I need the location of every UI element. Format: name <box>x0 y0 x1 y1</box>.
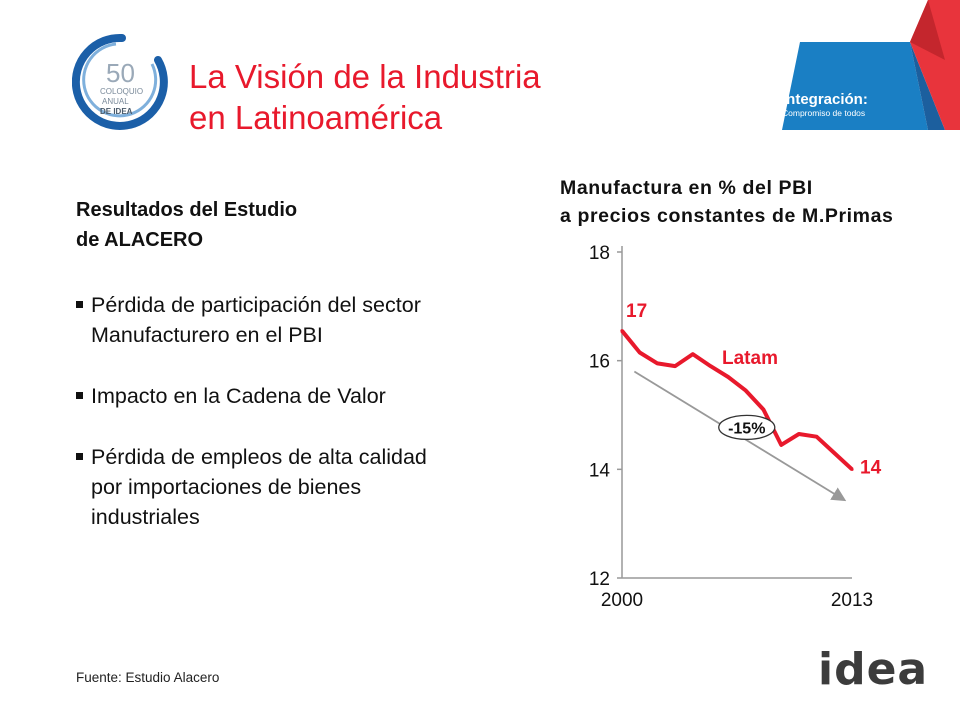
chart-title-line-1: Manufactura en % del PBI <box>560 177 813 199</box>
line-chart: 12 14 16 18 2000 2013 -15% Latam 17 14 <box>589 243 882 611</box>
chart-title-line-2: a precios constantes de M.Primas <box>560 205 894 227</box>
y-tick-label: 18 <box>589 243 610 264</box>
integracion-title: Integración: <box>782 91 868 108</box>
section-subheading: Resultados del Estudio de ALACERO <box>76 195 297 255</box>
bullet-item: Impacto en la Cadena de Valor <box>76 381 546 411</box>
coloquio-50-logo: 50 COLOQUIO ANUAL DE IDEA <box>72 33 168 130</box>
bullet-line: industriales <box>91 505 200 529</box>
series-line-latam <box>620 329 854 471</box>
integracion-badge: Integración: Compromiso de todos <box>782 0 960 130</box>
logo-line-1: COLOQUIO <box>100 87 143 96</box>
page-title-line-2: en Latinoamérica <box>189 99 443 136</box>
bullet-line: Pérdida de empleos de alta calidad <box>91 445 427 469</box>
page-title: La Visión de la Industria en Latinoaméri… <box>189 56 541 138</box>
end-value-label: 14 <box>860 457 882 478</box>
y-tick-label: 12 <box>589 569 610 590</box>
subheading-line-1: Resultados del Estudio <box>76 199 298 221</box>
page-title-line-1: La Visión de la Industria <box>189 58 541 95</box>
bullet-list: Pérdida de participación del sector Manu… <box>76 290 546 563</box>
data-point <box>691 352 695 356</box>
x-tick-label: 2000 <box>601 590 643 611</box>
bullet-line: Pérdida de participación del sector <box>91 293 421 317</box>
bullet-item: Pérdida de participación del sector Manu… <box>76 290 546 350</box>
data-point <box>673 364 677 368</box>
data-point <box>815 435 819 439</box>
chart-title: Manufactura en % del PBI a precios const… <box>560 174 894 230</box>
bullet-line: Impacto en la Cadena de Valor <box>91 384 386 408</box>
data-point <box>797 432 801 436</box>
integracion-subtitle: Compromiso de todos <box>782 108 865 118</box>
x-tick-label: 2013 <box>831 590 873 611</box>
trend-label: -15% <box>728 420 765 437</box>
subheading-line-2: de ALACERO <box>76 229 204 251</box>
start-value-label: 17 <box>626 301 647 322</box>
data-point <box>655 361 659 365</box>
logo-line-3: DE IDEA <box>100 107 133 116</box>
data-point <box>761 407 766 412</box>
bullet-line: Manufacturero en el PBI <box>91 323 323 347</box>
data-point <box>708 364 713 368</box>
y-tick-label: 14 <box>589 460 611 481</box>
y-tick-label: 16 <box>589 352 610 373</box>
trend-label-bubble <box>718 414 776 441</box>
idea-logo: idea <box>818 644 929 695</box>
bullet-item: Pérdida de empleos de alta calidad por i… <box>76 442 546 532</box>
bullet-line: por importaciones de bienes <box>91 475 362 499</box>
source-note: Fuente: Estudio Alacero <box>76 670 220 685</box>
logo-line-2: ANUAL <box>102 97 129 106</box>
data-point <box>850 467 854 471</box>
data-point <box>832 451 836 455</box>
data-point <box>726 375 730 379</box>
data-point <box>638 350 642 355</box>
data-point <box>744 388 748 393</box>
data-point <box>620 329 624 333</box>
data-point <box>779 443 783 447</box>
logo-number: 50 <box>106 58 135 88</box>
series-label-latam: Latam <box>722 348 778 369</box>
